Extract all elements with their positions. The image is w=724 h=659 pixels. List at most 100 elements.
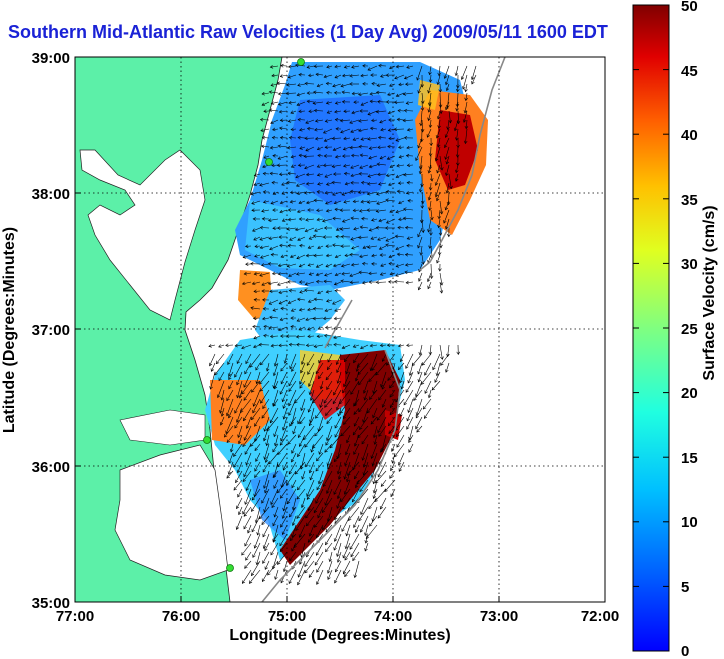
velocity-arrow xyxy=(268,218,279,221)
velocity-arrow xyxy=(309,236,315,240)
velocity-arrowhead xyxy=(351,110,355,115)
velocity-arrow xyxy=(268,281,279,285)
velocity-arrow xyxy=(271,497,279,508)
velocity-arrow xyxy=(424,362,432,376)
velocity-arrow xyxy=(241,380,252,395)
velocity-arrow xyxy=(362,281,369,284)
velocity-arrow xyxy=(377,146,387,148)
velocity-arrow xyxy=(326,92,333,94)
velocity-arrowhead xyxy=(289,237,293,241)
velocity-arrow xyxy=(263,497,270,513)
velocity-arrow xyxy=(435,173,441,186)
velocity-arrowhead xyxy=(365,535,370,539)
velocity-arrow xyxy=(445,200,450,211)
velocity-arrowhead xyxy=(336,505,340,509)
velocity-arrowhead xyxy=(424,390,428,394)
velocity-arrowhead xyxy=(282,415,287,420)
velocity-arrow xyxy=(262,137,270,139)
velocity-arrowhead xyxy=(342,154,346,158)
velocity-arrowhead xyxy=(287,64,292,69)
velocity-arrow xyxy=(288,461,297,475)
velocity-arrowhead xyxy=(394,279,398,284)
velocity-arrow xyxy=(264,560,270,570)
station-marker xyxy=(265,158,273,166)
velocity-arrow xyxy=(360,101,369,106)
velocity-arrowhead xyxy=(471,80,475,85)
velocity-arrow xyxy=(446,83,450,91)
velocity-arrow xyxy=(262,317,270,320)
velocity-arrowhead xyxy=(455,154,460,158)
velocity-arrow xyxy=(310,407,315,423)
velocity-arrow xyxy=(283,461,288,471)
velocity-arrowhead xyxy=(234,343,238,348)
velocity-arrowhead xyxy=(307,263,311,267)
velocity-arrowhead xyxy=(334,254,339,259)
velocity-arrow xyxy=(407,128,414,131)
velocity-arrow xyxy=(404,110,414,112)
velocity-arrow xyxy=(373,425,378,438)
velocity-arrow xyxy=(342,407,351,419)
velocity-arrow xyxy=(430,74,432,83)
velocity-arrowhead xyxy=(300,369,304,374)
velocity-arrow xyxy=(243,254,252,258)
velocity-arrow xyxy=(277,82,288,85)
velocity-arrow xyxy=(439,245,441,255)
velocity-arrow xyxy=(376,83,387,86)
velocity-arrowhead xyxy=(299,420,303,425)
velocity-arrowhead xyxy=(346,478,350,483)
velocity-arrow xyxy=(335,560,342,573)
velocity-arrow xyxy=(252,227,261,232)
velocity-arrowhead xyxy=(306,65,311,69)
velocity-arrow xyxy=(301,353,306,365)
velocity-arrowhead xyxy=(353,524,357,529)
velocity-arrowhead xyxy=(438,232,443,236)
velocity-arrowhead xyxy=(279,200,284,205)
velocity-arrow xyxy=(428,164,432,174)
velocity-arrow xyxy=(334,515,342,524)
velocity-arrowhead xyxy=(340,498,344,503)
velocity-arrow xyxy=(437,74,441,85)
velocity-arrowhead xyxy=(316,486,320,491)
velocity-arrowhead xyxy=(335,227,340,231)
velocity-arrowhead xyxy=(359,426,363,430)
velocity-arrowhead xyxy=(332,400,337,405)
velocity-arrow xyxy=(307,128,315,130)
velocity-arrow xyxy=(400,353,405,362)
velocity-arrowhead xyxy=(355,368,360,372)
velocity-arrow xyxy=(386,218,396,224)
velocity-arrowhead xyxy=(288,100,292,105)
velocity-arrow xyxy=(405,380,414,393)
velocity-arrow xyxy=(271,164,279,166)
velocity-arrowhead xyxy=(238,395,243,399)
velocity-arrowhead xyxy=(272,538,276,542)
velocity-arrowhead xyxy=(216,394,221,399)
velocity-arrowhead xyxy=(402,216,407,221)
velocity-arrow xyxy=(298,425,306,438)
velocity-arrow xyxy=(375,362,387,376)
velocity-arrow xyxy=(261,281,270,286)
velocity-arrow xyxy=(351,155,360,157)
velocity-arrowhead xyxy=(368,280,372,284)
velocity-arrowhead xyxy=(262,200,267,204)
velocity-arrow xyxy=(261,145,270,148)
velocity-arrowhead xyxy=(343,200,347,204)
velocity-arrowhead xyxy=(308,574,313,578)
velocity-arrow xyxy=(242,434,252,447)
velocity-arrowhead xyxy=(342,506,346,510)
velocity-arrowhead xyxy=(417,286,422,291)
velocity-arrowhead xyxy=(434,182,439,186)
velocity-arrowhead xyxy=(209,362,213,367)
velocity-arrowhead xyxy=(366,208,370,212)
velocity-arrowhead xyxy=(439,167,444,171)
velocity-arrow xyxy=(297,443,306,457)
colorbar-tick-label: 0 xyxy=(681,643,689,659)
velocity-arrow xyxy=(270,200,279,204)
velocity-arrow xyxy=(314,515,324,528)
velocity-arrowhead xyxy=(428,187,433,191)
velocity-arrow xyxy=(273,461,279,478)
velocity-arrow xyxy=(280,74,288,77)
velocity-arrow xyxy=(279,434,288,446)
velocity-arrowhead xyxy=(395,273,399,277)
velocity-arrow xyxy=(269,245,279,250)
velocity-arrowhead xyxy=(439,290,444,294)
